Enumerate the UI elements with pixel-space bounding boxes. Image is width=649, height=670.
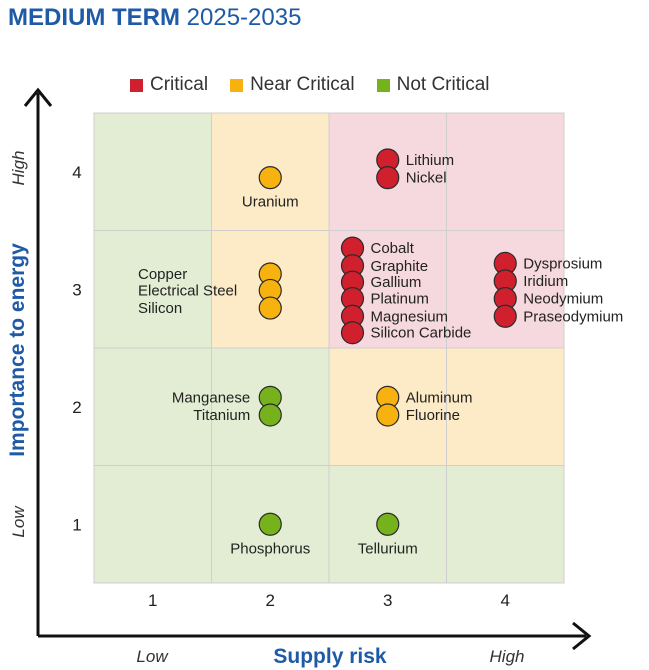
grid-cell-near-critical — [446, 347, 565, 466]
point-label-iridium: Iridium — [523, 273, 568, 290]
legend-item-not-critical: Not Critical — [376, 74, 490, 96]
legend-swatch-not-critical — [376, 78, 390, 92]
page-title: MEDIUM TERM 2025-2035 — [8, 4, 301, 32]
x-tick-label: 3 — [383, 591, 392, 610]
y-axis-high-label: High — [9, 151, 28, 186]
point-label-dysprosium: Dysprosium — [523, 255, 602, 272]
point-silicon-carbide — [340, 321, 365, 345]
y-axis-arrow-icon — [23, 87, 53, 107]
legend-swatch-critical — [130, 78, 143, 92]
x-axis-title: Supply risk — [273, 645, 387, 668]
y-axis-low-label: Low — [9, 505, 28, 538]
point-label-gallium: Gallium — [371, 274, 422, 291]
point-label-phosphorus: Phosphorus — [230, 540, 310, 557]
x-axis-arrow-icon — [572, 621, 592, 651]
point-label-electrical-steel: Electrical Steel — [138, 282, 237, 299]
point-label-manganese: Manganese — [172, 389, 250, 406]
y-tick-label: 2 — [72, 398, 81, 417]
y-axis-title: Importance to energy — [6, 243, 29, 457]
x-tick-label: 4 — [501, 591, 510, 610]
point-label-copper: Copper — [138, 266, 187, 283]
point-label-silicon: Silicon — [138, 300, 182, 317]
point-label-graphite: Graphite — [371, 258, 429, 275]
grid-cell-not-critical — [93, 112, 212, 231]
point-nickel — [376, 166, 400, 190]
point-label-aluminum: Aluminum — [406, 389, 473, 406]
point-label-silicon-carbide: Silicon Carbide — [371, 325, 472, 342]
point-label-tellurium: Tellurium — [358, 540, 418, 557]
legend-label-critical: Critical — [150, 74, 209, 95]
point-label-magnesium: Magnesium — [371, 308, 449, 325]
x-tick-label: 1 — [148, 591, 157, 610]
x-axis-high-label: High — [490, 647, 525, 666]
y-tick-label: 1 — [72, 515, 81, 534]
grid-cell-critical — [446, 112, 565, 231]
point-tellurium — [376, 512, 400, 536]
grid-cell-not-critical — [93, 347, 212, 466]
legend-item-critical: Critical — [130, 74, 208, 96]
point-praseodymium — [493, 304, 517, 328]
point-phosphorus — [258, 512, 282, 536]
grid-cell-not-critical — [446, 465, 565, 584]
legend-item-near-critical: Near Critical — [230, 74, 355, 96]
x-tick-label: 2 — [266, 591, 275, 610]
legend-label-near-critical: Near Critical — [250, 74, 355, 95]
point-silicon — [258, 296, 282, 320]
title-years: 2025-2035 — [186, 4, 302, 31]
y-tick-label: 3 — [72, 280, 81, 299]
legend-swatch-near-critical — [230, 78, 244, 92]
title-bold: MEDIUM TERM — [8, 4, 180, 31]
point-label-uranium: Uranium — [242, 194, 299, 211]
x-axis-low-label: Low — [136, 647, 169, 666]
point-label-platinum: Platinum — [371, 291, 429, 308]
point-label-neodymium: Neodymium — [523, 291, 603, 308]
point-label-titanium: Titanium — [193, 407, 250, 424]
y-tick-label: 4 — [72, 163, 81, 182]
grid-cell-not-critical — [93, 230, 212, 349]
point-label-fluorine: Fluorine — [406, 407, 460, 424]
point-label-praseodymium: Praseodymium — [523, 308, 623, 325]
chart-legend: Critical Near Critical Not Critical — [130, 74, 512, 96]
point-label-lithium: Lithium — [406, 152, 454, 169]
point-fluorine — [376, 403, 400, 427]
point-uranium — [258, 166, 282, 190]
point-label-cobalt: Cobalt — [371, 240, 415, 257]
point-label-nickel: Nickel — [406, 170, 447, 187]
legend-label-not-critical: Not Critical — [396, 74, 490, 95]
point-titanium — [258, 403, 282, 427]
grid-cell-not-critical — [93, 465, 212, 584]
